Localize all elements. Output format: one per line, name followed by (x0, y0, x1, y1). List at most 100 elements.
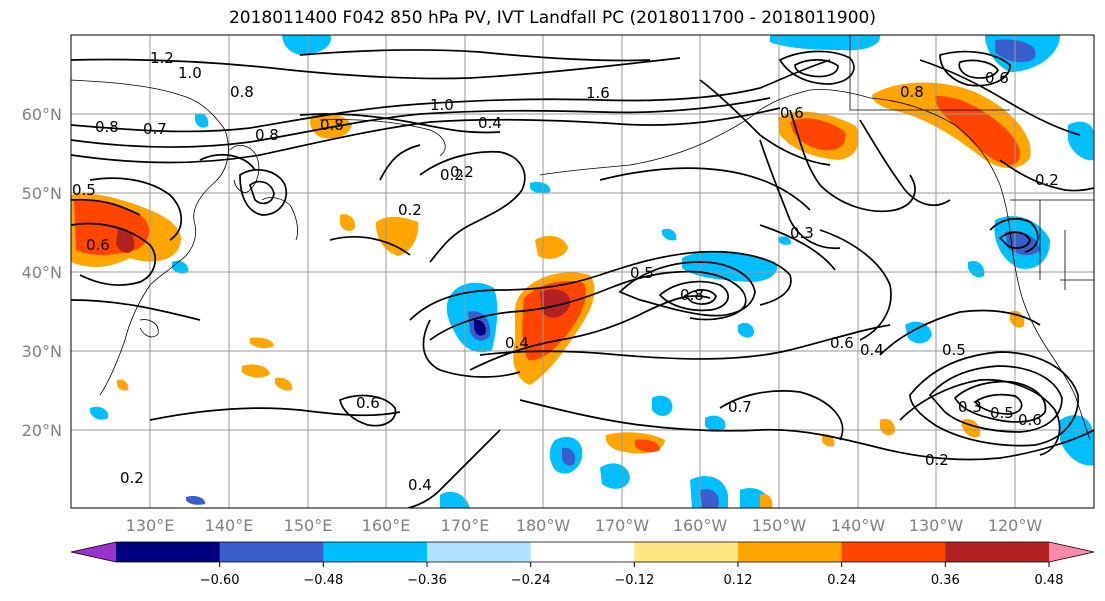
warm-shading-region (275, 377, 293, 391)
cool-shading-region (530, 182, 551, 194)
cool-shading-region (770, 35, 881, 51)
cool-shading-region (186, 495, 206, 505)
pv-contours (71, 49, 1094, 508)
colorbar-tick-label: −0.48 (303, 573, 343, 588)
cool-shading-region (700, 488, 719, 508)
contour-label: 1.0 (178, 64, 202, 82)
lon-label: 120°W (988, 516, 1043, 535)
contour-label: 0.4 (860, 341, 884, 359)
contour-label: 0.6 (356, 394, 380, 412)
contour-label: 0.2 (1035, 171, 1059, 189)
lon-label: 140°E (205, 516, 254, 535)
cool-shading-region (562, 447, 576, 466)
contour-label: 0.6 (830, 334, 854, 352)
warm-shading-region (635, 439, 660, 453)
contour-labels: 1.21.00.80.8 0.70.50.60.80.81.00.40.20.20… (72, 49, 1059, 494)
warm-shading-region (375, 216, 419, 256)
contour-label: 0.3 (790, 224, 814, 242)
colorbar-swatch (945, 542, 1050, 562)
colorbar-swatch (530, 542, 635, 562)
colorbar-tick-label: −0.60 (200, 573, 240, 588)
lon-label: 150°W (752, 516, 807, 535)
shading-layer (71, 35, 1094, 508)
contour-label: 0.5 (942, 341, 966, 359)
map-frame (70, 34, 1095, 509)
warm-shading-region (117, 379, 129, 391)
map-title: 2018011400 F042 850 hPa PV, IVT Landfall… (228, 8, 876, 28)
contour-label: 0.8 (320, 116, 344, 134)
cool-shading-region (778, 236, 792, 245)
contour-label: 1.2 (150, 49, 174, 67)
contour-label: 0.8 (95, 118, 119, 136)
contour-label: 0.7 (728, 398, 752, 416)
lon-label: 130°W (909, 516, 964, 535)
contour-label: 0.2 (120, 469, 144, 487)
cool-shading-region (1068, 121, 1094, 161)
contour-label: 0.2 (925, 451, 949, 469)
cool-shading-region (90, 406, 109, 420)
cool-shading-region (705, 415, 726, 432)
contour-label: 0.4 (478, 114, 502, 132)
lat-label: 40°N (22, 263, 62, 282)
longitude-labels: 130°E 140°E 150°E 160°E 170°E 180°W 170°… (126, 516, 1043, 535)
contour-label: 0.4 (408, 476, 432, 494)
contour-label: 0.5 (990, 404, 1014, 422)
warm-shading-region (540, 289, 571, 318)
cool-shading-region (662, 228, 677, 241)
contour-label: 1.0 (430, 96, 454, 114)
warm-shading-region (242, 364, 270, 378)
contour-label: 1.6 (586, 84, 610, 102)
colorbar-tick-label: 0.12 (724, 573, 753, 588)
lat-label: 60°N (22, 105, 62, 124)
contour-label: 0.7 (143, 120, 167, 138)
warm-shading-region (340, 214, 356, 231)
contour-label: 0.8 (230, 83, 254, 101)
colorbar-swatch (841, 542, 946, 562)
colorbar-tick-label: −0.36 (407, 573, 447, 588)
contour-label: 0.2 (450, 163, 474, 181)
colorbar-outline (70, 541, 1095, 563)
contour-label: 0.5 (72, 181, 96, 199)
contour-label: 0.2 (440, 166, 464, 184)
colorbar-extend-low (71, 542, 116, 562)
contour-label: 0.8 (255, 126, 279, 144)
contour-label: 0.6 (86, 236, 110, 254)
cool-shading-region (905, 321, 932, 344)
colorbar-tick-label: −0.24 (511, 573, 551, 588)
colorbar-tick-label: 0.36 (931, 573, 960, 588)
contour-label: 0.5 (630, 264, 654, 282)
colorbar-swatch (427, 542, 532, 562)
warm-shading-region (1010, 310, 1025, 328)
lon-label: 170°W (595, 516, 650, 535)
contour-label: 0.4 (505, 334, 529, 352)
lon-label: 130°E (126, 516, 175, 535)
warm-shading-region (250, 337, 274, 349)
cool-shading-region (474, 319, 486, 336)
contour-label: 0.2 (398, 201, 422, 219)
cool-shading-region (440, 491, 470, 508)
lon-label: 160°W (673, 516, 728, 535)
latitude-labels: 60°N 50°N 40°N 30°N 20°N (22, 105, 62, 440)
colorbar-swatch (738, 542, 843, 562)
contour-label: 0.6 (985, 69, 1009, 87)
warm-shading-region (880, 418, 896, 436)
contour-label: 0.3 (958, 398, 982, 416)
lon-label: 150°E (284, 516, 333, 535)
colorbar-swatch (219, 542, 324, 562)
lon-label: 180°W (516, 516, 571, 535)
coastlines (71, 35, 1094, 441)
colorbar-swatch (116, 542, 221, 562)
colorbar-tick-label: −0.12 (614, 573, 654, 588)
cool-shading-region (738, 322, 755, 338)
cool-shading-region (282, 35, 331, 55)
lat-label: 50°N (22, 184, 62, 203)
colorbar-tick-label: 0.24 (827, 573, 856, 588)
lon-label: 140°W (831, 516, 886, 535)
contour-label: 0.8 (900, 83, 924, 101)
colorbar-swatch (323, 542, 428, 562)
warm-shading-region (760, 494, 773, 508)
cool-shading-region (652, 395, 673, 416)
contour-label: 0.6 (780, 104, 804, 122)
contour-label: 0.8 (680, 286, 704, 304)
